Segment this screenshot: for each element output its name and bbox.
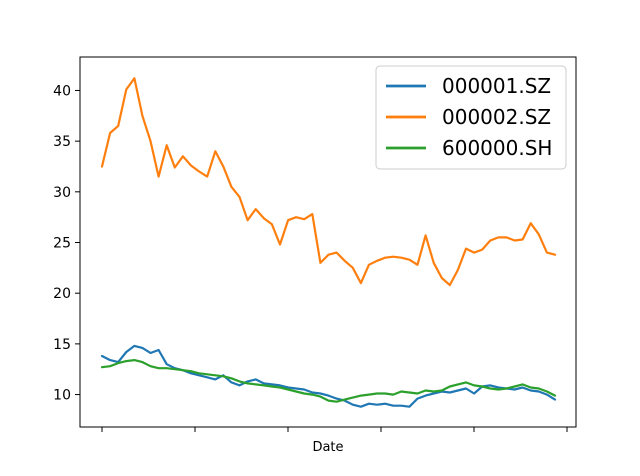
series-line-2 xyxy=(100,359,557,403)
plot-lines xyxy=(100,77,557,408)
y-axis: 10 15 20 25 30 35 40 xyxy=(53,83,80,404)
series-line-1 xyxy=(100,77,557,287)
y-tick-label-1: 15 xyxy=(53,337,71,353)
legend: 000001.SZ 000002.SZ 600000.SH xyxy=(375,65,567,170)
legend-label-1: 000002.SZ xyxy=(442,105,551,129)
x-axis xyxy=(101,427,568,432)
legend-box xyxy=(375,65,567,170)
x-axis-label: Date xyxy=(312,440,343,455)
y-tick-label-6: 40 xyxy=(53,83,71,99)
y-tick-label-4: 30 xyxy=(53,185,71,201)
legend-label-2: 600000.SH xyxy=(442,136,552,160)
y-tick-label-3: 25 xyxy=(53,236,71,252)
y-tick-label-2: 20 xyxy=(53,286,71,302)
y-tick-label-0: 10 xyxy=(53,388,71,404)
legend-label-0: 000001.SZ xyxy=(442,74,551,98)
plot-frame xyxy=(79,56,577,428)
y-tick-label-5: 35 xyxy=(53,134,71,150)
